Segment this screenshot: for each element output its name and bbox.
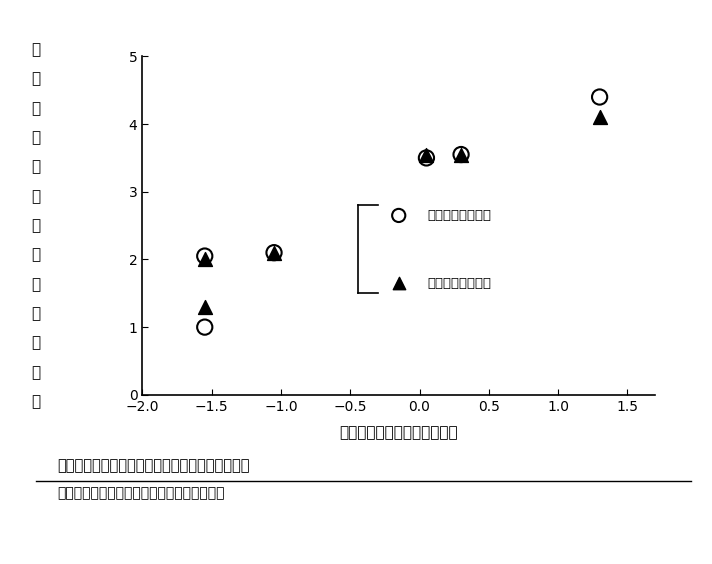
Text: 値: 値 — [31, 394, 40, 409]
Text: 法: 法 — [31, 160, 40, 174]
Text: 炊: 炊 — [31, 101, 40, 116]
X-axis label: 個別炊飯法による食味評価値: 個別炊飯法による食味評価値 — [340, 425, 458, 440]
Point — [199, 252, 211, 261]
Text: 多: 多 — [31, 42, 40, 57]
Point — [456, 150, 467, 159]
Point — [268, 248, 280, 257]
Text: 多点炊飯法１回目: 多点炊飯法１回目 — [427, 209, 491, 222]
Point — [199, 255, 211, 264]
Text: に: に — [31, 189, 40, 204]
Point — [421, 153, 432, 162]
Point — [199, 323, 211, 332]
Point — [594, 92, 605, 102]
Text: 価: 価 — [31, 365, 40, 380]
Point — [594, 113, 605, 122]
Point — [393, 211, 404, 220]
Text: 多点炊飯法２回目: 多点炊飯法２回目 — [427, 276, 491, 290]
Point — [393, 279, 404, 288]
Text: よ: よ — [31, 218, 40, 233]
Text: 評: 評 — [31, 336, 40, 350]
Text: 点: 点 — [31, 72, 40, 86]
Text: 飯: 飯 — [31, 130, 40, 145]
Text: 味: 味 — [31, 306, 40, 321]
Text: 注）表１に示す３試験のデータを図示した。: 注）表１に示す３試験のデータを図示した。 — [57, 487, 224, 500]
Point — [421, 150, 432, 159]
Point — [456, 150, 467, 159]
Point — [268, 248, 280, 257]
Text: る: る — [31, 248, 40, 262]
Text: 围４　　個別炊飯法と多点炊飯法の評価値の比較: 围４ 個別炊飯法と多点炊飯法の評価値の比較 — [57, 458, 249, 473]
Point — [199, 302, 211, 311]
Text: 食: 食 — [31, 277, 40, 292]
